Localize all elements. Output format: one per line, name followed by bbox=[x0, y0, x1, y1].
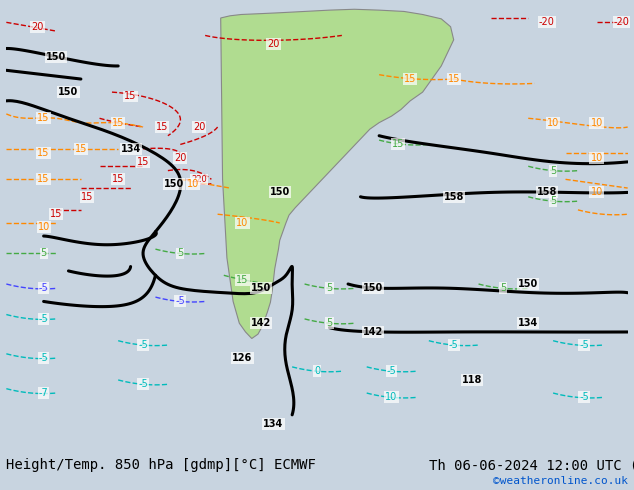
Text: 10: 10 bbox=[590, 118, 603, 128]
Text: 220: 220 bbox=[191, 175, 207, 184]
Text: -7: -7 bbox=[39, 388, 48, 398]
Text: -5: -5 bbox=[39, 314, 48, 324]
Text: Th 06-06-2024 12:00 UTC (18+66): Th 06-06-2024 12:00 UTC (18+66) bbox=[429, 459, 634, 472]
Text: 142: 142 bbox=[363, 327, 383, 337]
Text: 5: 5 bbox=[177, 248, 183, 259]
Text: 15: 15 bbox=[37, 174, 50, 184]
Text: 118: 118 bbox=[462, 375, 482, 385]
Text: 5: 5 bbox=[41, 248, 47, 259]
Text: 126: 126 bbox=[232, 353, 252, 363]
Text: 150: 150 bbox=[269, 187, 290, 197]
Text: 15: 15 bbox=[37, 113, 50, 123]
Text: 10: 10 bbox=[547, 118, 559, 128]
Text: 150: 150 bbox=[251, 283, 271, 294]
Text: -5: -5 bbox=[449, 340, 458, 350]
Text: 20: 20 bbox=[174, 152, 186, 163]
Text: 10: 10 bbox=[590, 187, 603, 197]
Text: 15: 15 bbox=[124, 92, 137, 101]
Text: -5: -5 bbox=[579, 340, 589, 350]
Text: 5: 5 bbox=[327, 283, 333, 294]
Text: 5: 5 bbox=[500, 283, 507, 294]
Text: 158: 158 bbox=[537, 187, 557, 197]
Text: 15: 15 bbox=[236, 274, 249, 285]
Text: 15: 15 bbox=[404, 74, 417, 84]
Text: 134: 134 bbox=[518, 318, 538, 328]
Text: ©weatheronline.co.uk: ©weatheronline.co.uk bbox=[493, 476, 628, 486]
Text: 158: 158 bbox=[444, 192, 464, 202]
Text: 5: 5 bbox=[327, 318, 333, 328]
Text: -5: -5 bbox=[138, 379, 148, 390]
Text: 15: 15 bbox=[112, 174, 124, 184]
Text: 15: 15 bbox=[448, 74, 460, 84]
Text: 150: 150 bbox=[363, 283, 383, 294]
Text: 15: 15 bbox=[112, 118, 124, 128]
Text: 15: 15 bbox=[81, 192, 93, 202]
Text: 15: 15 bbox=[37, 148, 50, 158]
Text: 150: 150 bbox=[58, 87, 79, 97]
Text: -5: -5 bbox=[138, 340, 148, 350]
Text: -5: -5 bbox=[387, 366, 396, 376]
Text: 10: 10 bbox=[37, 222, 49, 232]
Text: -20: -20 bbox=[614, 17, 630, 27]
Text: 134: 134 bbox=[263, 418, 283, 429]
Text: 150: 150 bbox=[46, 52, 66, 62]
Text: 10: 10 bbox=[236, 218, 249, 228]
Text: -20: -20 bbox=[539, 17, 555, 27]
Text: 142: 142 bbox=[251, 318, 271, 328]
Text: 15: 15 bbox=[50, 209, 62, 219]
Text: -5: -5 bbox=[39, 353, 48, 363]
Polygon shape bbox=[221, 9, 454, 339]
Text: 5: 5 bbox=[550, 196, 556, 206]
Text: 10: 10 bbox=[590, 152, 603, 163]
Text: 0: 0 bbox=[314, 366, 320, 376]
Text: 15: 15 bbox=[392, 140, 404, 149]
Text: 20: 20 bbox=[193, 122, 205, 132]
Text: 15: 15 bbox=[137, 157, 149, 167]
Text: 150: 150 bbox=[164, 179, 184, 189]
Text: -5: -5 bbox=[176, 296, 185, 306]
Text: 15: 15 bbox=[75, 144, 87, 154]
Text: 5: 5 bbox=[550, 166, 556, 175]
Text: 10: 10 bbox=[385, 392, 398, 402]
Text: -5: -5 bbox=[39, 283, 48, 294]
Text: 20: 20 bbox=[31, 22, 44, 32]
Text: -5: -5 bbox=[579, 392, 589, 402]
Text: 15: 15 bbox=[155, 122, 168, 132]
Text: 20: 20 bbox=[268, 39, 280, 49]
Text: Height/Temp. 850 hPa [gdmp][°C] ECMWF: Height/Temp. 850 hPa [gdmp][°C] ECMWF bbox=[6, 459, 316, 472]
Text: 10: 10 bbox=[186, 179, 199, 189]
Text: 150: 150 bbox=[518, 279, 538, 289]
Text: 134: 134 bbox=[120, 144, 141, 154]
